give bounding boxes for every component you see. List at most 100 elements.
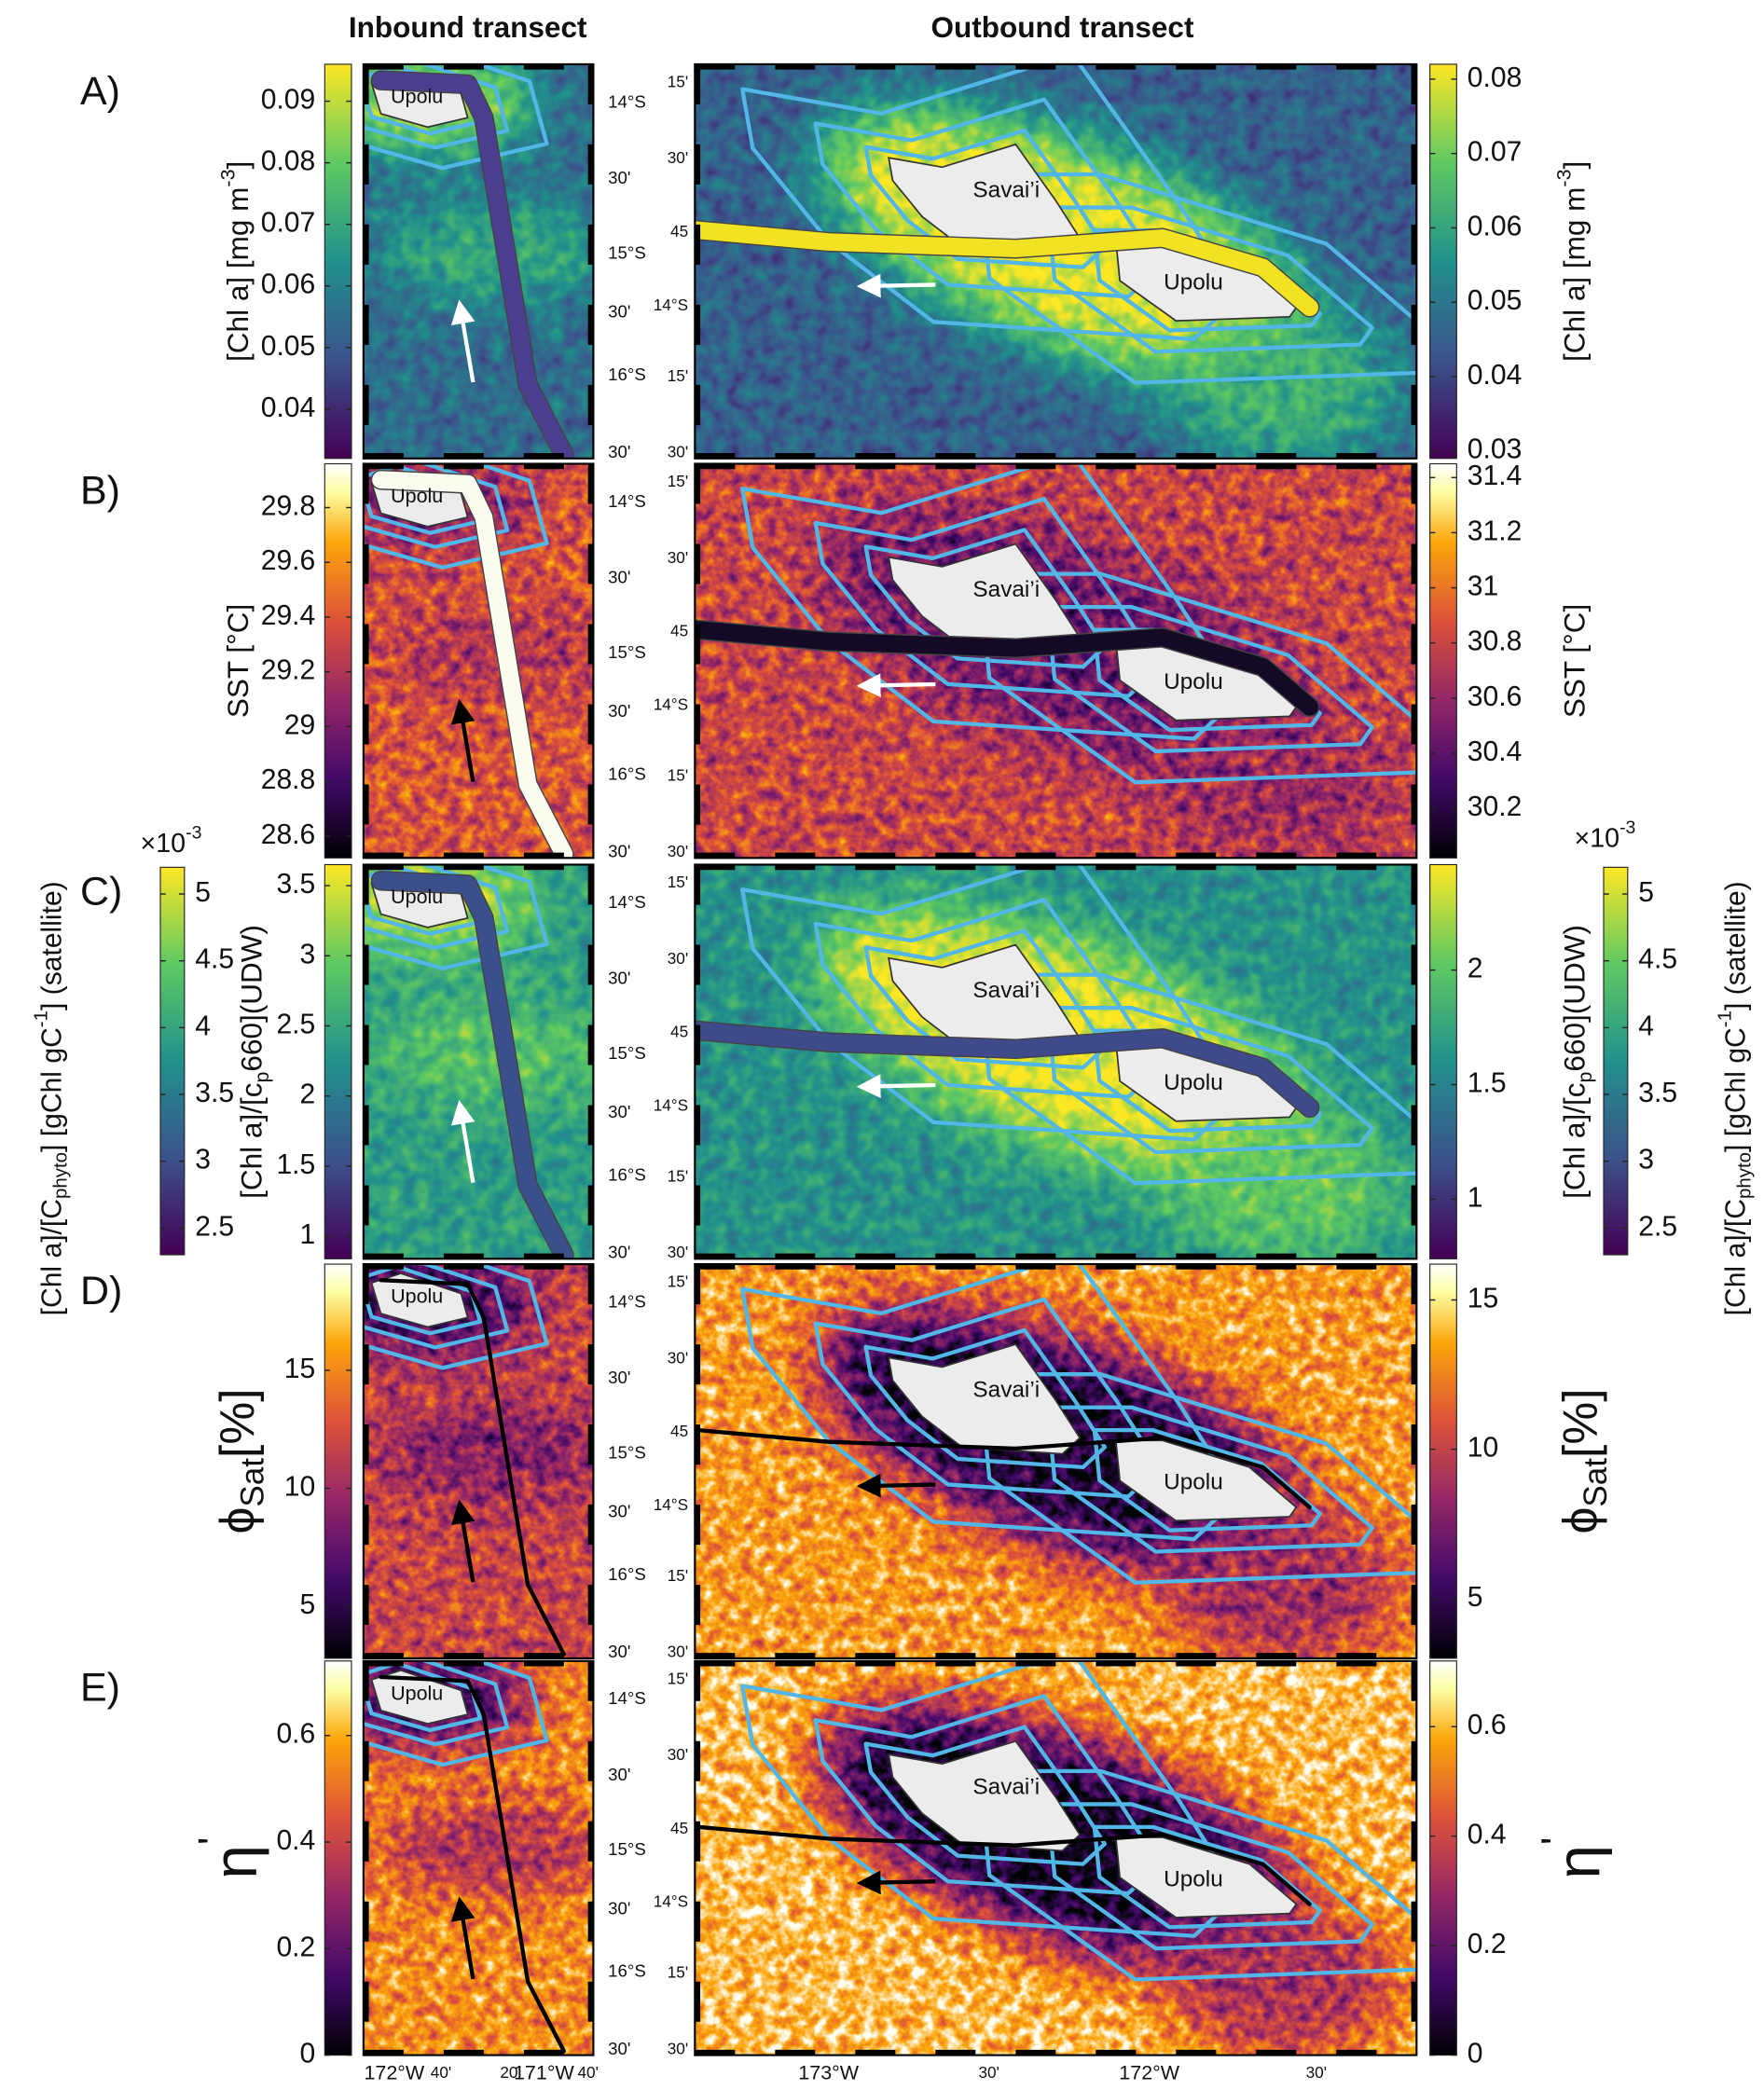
colorbar: [324, 863, 352, 1259]
colorbar-tick-label: 5: [300, 1589, 316, 1620]
label-part: [%]: [210, 1388, 264, 1458]
transect: [372, 471, 573, 859]
lat-label: 30': [668, 148, 688, 167]
colorbar: [1429, 63, 1457, 460]
label-part: ϕ: [210, 1507, 264, 1534]
label-part: ] [gChl gC: [36, 1027, 67, 1152]
contour: [363, 63, 549, 171]
contour: [863, 528, 1107, 669]
lat-label: 30': [668, 548, 688, 567]
label-part: phyto: [50, 1152, 72, 1199]
colorbar-tick-label: 1: [1468, 1182, 1483, 1213]
colorbar: [1429, 1263, 1457, 1659]
contour: [863, 1725, 1107, 1866]
lat-label: 30': [608, 442, 630, 461]
contour: [863, 128, 1107, 269]
contour: [363, 463, 510, 549]
colorbar-tick-label: 0.4: [1468, 1820, 1507, 1850]
colorbar-tick-label: 3.5: [1638, 1078, 1677, 1108]
colorbar-tick-label: 0.09: [261, 85, 316, 116]
colorbar-tick-label: 4: [1638, 1011, 1654, 1041]
lon-label: 173°W: [798, 2061, 859, 2083]
transect: [372, 872, 573, 1259]
lat-label: 30': [608, 1368, 630, 1387]
colorbar-label: [Chl a]/[cp660](UDW): [235, 925, 273, 1199]
colorbar-tick-label: 15: [284, 1354, 315, 1384]
label-part: -3: [186, 823, 201, 844]
lon-label: 40': [577, 2063, 598, 2082]
colorbar-tick-label: 0.08: [261, 146, 316, 177]
colorbar: [324, 1263, 352, 1659]
lat-label: 45: [670, 1023, 688, 1041]
label-part: ': [1532, 1837, 1579, 1846]
arrow: [450, 1896, 475, 1980]
colorbar-tick-label: 29.2: [261, 655, 316, 686]
colorbar-tick-label: 29.8: [261, 490, 316, 521]
label-part: SST [°C]: [221, 604, 255, 718]
lat-label: 16°S: [608, 763, 646, 783]
lat-label: 16°S: [608, 1564, 646, 1584]
island-label: Upolu: [391, 886, 443, 908]
lat-label: 14°S: [654, 1495, 688, 1514]
colorbar-label: [Chl a]/[Cphyto] [gChl gC-1] (satellite): [1715, 881, 1756, 1315]
label-part: phyto: [1734, 1152, 1756, 1199]
lat-label: 15': [668, 73, 688, 91]
colorbar-label: SST [°C]: [221, 604, 255, 718]
label-part: ] (satellite): [1720, 881, 1751, 1011]
multiplier: ×10-3: [1574, 818, 1635, 853]
contour: [363, 1264, 510, 1350]
lat-label: 15': [668, 765, 688, 784]
lat-label: 14°S: [654, 296, 688, 314]
island-label: Savai’i: [972, 978, 1040, 1003]
label-part: [Chl a]/[C: [36, 1199, 67, 1315]
colorbar-tick-label: 30.8: [1468, 626, 1523, 657]
lat-label: 15°S: [608, 242, 646, 262]
label-part: Sat: [1578, 1458, 1614, 1507]
contour: [976, 571, 1417, 785]
halo-blob: [374, 611, 594, 692]
colorbar-tick-label: 30.4: [1468, 736, 1523, 767]
colorbar: [1429, 462, 1457, 859]
colorbar-tick-label: 0.04: [261, 392, 316, 423]
island-label: Upolu: [391, 1286, 443, 1308]
label-part: 660](UDW): [1558, 925, 1592, 1072]
lon-label: 171°W: [514, 2061, 574, 2083]
arrow: [856, 673, 936, 698]
label-part: -3: [216, 170, 239, 187]
halo-blob: [374, 1410, 594, 1492]
colorbar-tick-label: 1: [300, 1219, 316, 1250]
label-part: ]: [221, 161, 255, 170]
lat-label: 30': [608, 969, 630, 988]
label-part: η: [1544, 1845, 1613, 1879]
lat-label: 30': [608, 1243, 630, 1262]
contour: [363, 63, 510, 150]
island: [1114, 1836, 1298, 1918]
lon-label: 20': [500, 2063, 520, 2082]
lat-label: 15': [668, 1272, 688, 1291]
map: Upolu: [363, 1264, 594, 1658]
map: Savai’i Upolu: [695, 1660, 1417, 2056]
colorbar-tick-label: 0.06: [261, 269, 316, 300]
arrow: [856, 273, 936, 298]
colorbar-tick-label: 4.5: [195, 944, 234, 975]
transect: [372, 71, 573, 459]
colorbar-label: [Chl a]/[cp660](UDW): [1558, 925, 1596, 1199]
contour: [363, 1660, 510, 1747]
label-part: -1: [1715, 1011, 1736, 1027]
lon-label: 172°W: [1119, 2061, 1179, 2083]
colorbar-tick-label: 0.6: [276, 1719, 315, 1750]
contour: [1045, 605, 1374, 754]
lat-label: 30': [668, 1243, 688, 1261]
island-label: Upolu: [1164, 1866, 1223, 1891]
colorbar: [1429, 863, 1457, 1259]
label-part: ]: [1558, 161, 1592, 170]
lat-label: 14°S: [654, 1095, 688, 1114]
lat-label: 30': [608, 1502, 630, 1521]
colorbar-tick-label: 0.05: [261, 331, 316, 362]
island-label: Savai’i: [972, 1774, 1040, 1799]
colorbar-tick-label: 0.2: [276, 1932, 315, 1962]
label-part: [Chl a]/[c: [1558, 1083, 1592, 1199]
island: [1114, 1439, 1298, 1522]
lat-label: 14°S: [608, 491, 646, 511]
arrow: [450, 1099, 475, 1183]
